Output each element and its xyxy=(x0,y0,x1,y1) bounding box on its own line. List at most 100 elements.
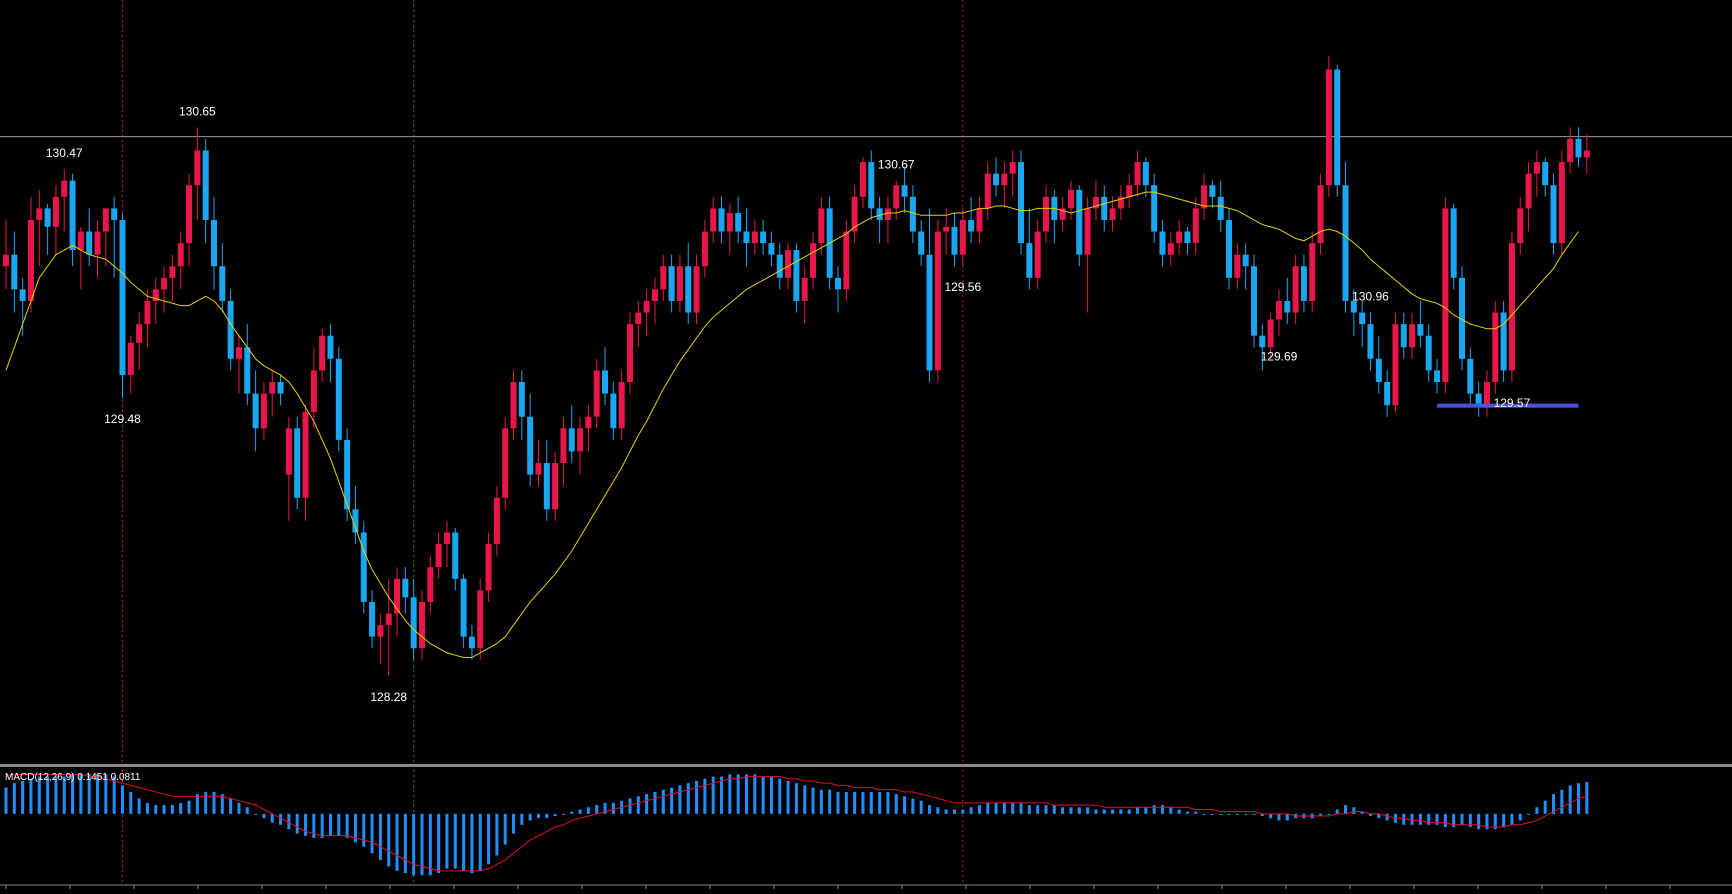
macd-histogram-bar xyxy=(403,813,407,874)
candle-body xyxy=(385,613,392,626)
candle-body xyxy=(1542,162,1549,186)
candle-body xyxy=(319,335,326,371)
candle-body xyxy=(194,150,201,186)
candle-body xyxy=(1275,300,1282,320)
macd-histogram-bar xyxy=(944,809,948,814)
candle xyxy=(1034,219,1041,290)
candle-body xyxy=(1259,335,1266,348)
candle xyxy=(660,254,667,301)
macd-histogram-bar xyxy=(928,805,932,814)
candle xyxy=(1234,243,1241,290)
macd-histogram-bar xyxy=(844,791,848,814)
candle-body xyxy=(177,243,184,267)
candle xyxy=(1375,335,1382,394)
candle xyxy=(1009,150,1016,197)
candle-body xyxy=(1201,185,1208,209)
macd-histogram-bar xyxy=(636,796,640,814)
candle xyxy=(1226,208,1233,290)
candle xyxy=(1026,208,1033,290)
candle xyxy=(701,219,708,278)
candle-body xyxy=(510,382,517,429)
candle xyxy=(1467,347,1474,406)
macd-histogram-bar xyxy=(536,813,540,819)
candle xyxy=(77,226,84,290)
macd-histogram-bar xyxy=(520,813,524,825)
macd-histogram-bar xyxy=(836,791,840,814)
candle-body xyxy=(676,266,683,301)
candle xyxy=(1517,196,1524,255)
candle xyxy=(69,173,76,267)
candle-body xyxy=(377,625,384,637)
candle-body xyxy=(726,212,733,232)
candle xyxy=(1483,370,1490,417)
candle-body xyxy=(801,277,808,301)
macd-histogram-bar xyxy=(1111,809,1115,814)
candle xyxy=(377,613,384,665)
macd-histogram-bar xyxy=(21,780,25,814)
candle-body xyxy=(1309,243,1316,301)
candle xyxy=(568,405,575,464)
candle xyxy=(277,375,284,406)
candle-body xyxy=(976,208,983,232)
candle-body xyxy=(560,428,567,464)
candle xyxy=(1159,219,1166,267)
candle-body xyxy=(1500,312,1507,371)
candle-body xyxy=(1251,266,1257,336)
candle-body xyxy=(893,185,900,209)
candle-body xyxy=(1176,231,1183,244)
macd-histogram-bar xyxy=(1069,807,1073,814)
macd-histogram-bar xyxy=(237,802,241,814)
candle-body xyxy=(1184,231,1191,244)
macd-histogram-bar xyxy=(645,794,649,814)
pane-separator[interactable] xyxy=(0,764,1732,767)
macd-histogram-bar xyxy=(1169,807,1173,814)
macd-histogram-bar xyxy=(628,798,632,814)
candle-body xyxy=(868,162,875,209)
candle xyxy=(27,196,34,313)
macd-histogram-bar xyxy=(603,802,607,814)
macd-histogram-bar xyxy=(886,791,890,814)
macd-histogram-bar xyxy=(46,776,50,814)
candle xyxy=(460,574,467,649)
candle xyxy=(1242,243,1249,290)
macd-histogram-bar xyxy=(96,774,100,814)
support-level-bar[interactable] xyxy=(1437,403,1579,408)
candle-body xyxy=(327,335,334,359)
candle-body xyxy=(993,173,1000,186)
candle-body xyxy=(1533,162,1540,174)
macd-histogram-bar xyxy=(512,813,516,834)
candle xyxy=(1434,358,1441,394)
candle xyxy=(1101,185,1108,232)
candle xyxy=(1450,203,1457,290)
candle-body xyxy=(27,219,34,301)
candle xyxy=(693,254,700,325)
macd-histogram-bar xyxy=(320,813,324,838)
candle xyxy=(61,169,68,232)
candle-body xyxy=(1234,254,1241,278)
candle xyxy=(335,347,342,452)
candle-body xyxy=(693,266,700,313)
macd-histogram-bar xyxy=(853,791,857,814)
macd-histogram-bar xyxy=(1052,805,1056,814)
candle xyxy=(577,416,584,475)
macd-histogram-bar xyxy=(1185,811,1189,814)
candle xyxy=(410,578,417,660)
candle xyxy=(776,243,783,290)
candle-body xyxy=(968,219,975,232)
macd-histogram-bar xyxy=(919,800,923,814)
candle xyxy=(194,127,201,220)
macd-histogram-bar xyxy=(903,796,907,814)
candle xyxy=(385,578,392,677)
candle-body xyxy=(86,231,93,255)
macd-histogram-bar xyxy=(528,813,532,821)
candle-body xyxy=(785,250,792,278)
candle-body xyxy=(818,208,825,244)
candle-body xyxy=(1043,196,1049,232)
candle-body xyxy=(1092,196,1099,209)
candle-body xyxy=(909,196,916,232)
candle-body xyxy=(1517,208,1524,244)
candle-body xyxy=(477,590,484,649)
macd-histogram-bar xyxy=(1094,809,1098,814)
candle xyxy=(169,254,176,301)
